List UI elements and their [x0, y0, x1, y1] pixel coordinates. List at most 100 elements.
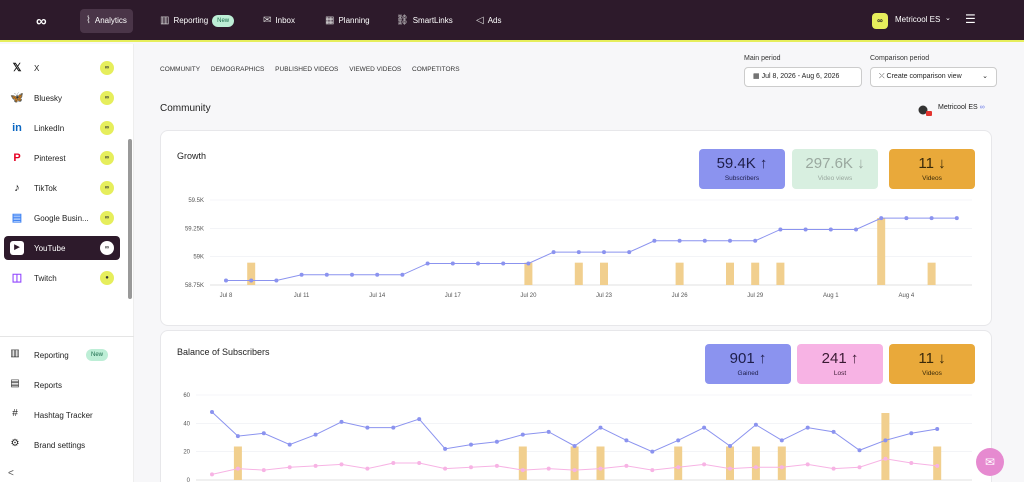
- balance-metric-lost[interactable]: 241 ↑ Lost: [797, 344, 883, 384]
- sidebar-link-label: Reports: [34, 381, 63, 390]
- point-gained: [779, 438, 784, 443]
- point-gained: [391, 425, 396, 430]
- sidebar-item-label: YouTube: [34, 244, 66, 253]
- nav-smartlinks[interactable]: ⛓ SmartLinks: [390, 9, 459, 33]
- tab-demographics[interactable]: DEMOGRAPHICS: [210, 66, 265, 73]
- compare-icon: ⤫: [879, 73, 887, 80]
- megaphone-icon: ◁: [476, 15, 484, 26]
- profile-name[interactable]: Metricool ES ∞: [938, 104, 985, 111]
- point-subscribers: [501, 261, 506, 266]
- nav-planning[interactable]: ▦ Planning: [319, 9, 376, 33]
- sidebar-item-bluesky[interactable]: 🦋 Bluesky ∞: [4, 86, 120, 110]
- sidebar-item-x[interactable]: 𝕏 X ∞: [4, 56, 120, 80]
- point-gained: [287, 442, 292, 447]
- bar-videos: [596, 446, 605, 480]
- sidebar-item-youtube[interactable]: ▶ YouTube ∞: [4, 236, 120, 260]
- nav-analytics-label: Analytics: [94, 16, 127, 25]
- point-subscribers: [728, 238, 732, 243]
- tab-competitors[interactable]: COMPETITORS: [412, 66, 460, 73]
- sidebar-link-reports[interactable]: ▤ Reports: [8, 375, 128, 395]
- sidebar-item-google-busin[interactable]: ▤ Google Busin... ∞: [4, 206, 120, 230]
- connected-indicator-icon: ●: [100, 271, 114, 285]
- main-period-label: Main period: [744, 55, 781, 62]
- x-tick-label: Jul 11: [294, 293, 310, 299]
- collapse-sidebar-icon[interactable]: <: [8, 468, 14, 479]
- sidebar-item-label: Pinterest: [34, 154, 66, 163]
- youtube-profile-icon: [918, 105, 932, 116]
- main-period-picker[interactable]: ▦ Jul 8, 2026 - Aug 6, 2026: [744, 67, 862, 87]
- bar-videos: [574, 262, 583, 285]
- metricool-logo[interactable]: ∞: [36, 13, 47, 30]
- brand-selector[interactable]: Metricool ES: [895, 15, 941, 24]
- sidebar-item-label: TikTok: [34, 184, 57, 193]
- nav-analytics[interactable]: ⌇ Analytics: [80, 9, 133, 33]
- point-subscribers: [677, 238, 682, 243]
- x-tick-label: Jul 17: [445, 293, 462, 299]
- sidebar-item-pinterest[interactable]: P Pinterest ∞: [4, 146, 120, 170]
- bar-videos: [933, 446, 942, 480]
- sidebar-item-linkedin[interactable]: in LinkedIn ∞: [4, 116, 120, 140]
- tab-published-videos[interactable]: PUBLISHED VIDEOS: [275, 66, 339, 73]
- balance-metric-videos[interactable]: 11 ↓ Videos: [889, 344, 975, 384]
- growth-metric-video-views[interactable]: 297.6K ↓ Video views: [792, 149, 878, 189]
- y-tick-label: 60: [183, 393, 190, 399]
- sidebar-link-reporting[interactable]: ▥ Reporting New: [8, 345, 128, 365]
- nav-planning-label: Planning: [338, 16, 370, 25]
- comparison-period-select[interactable]: ⤫ Create comparison view ⌄: [870, 67, 997, 87]
- x-tick-label: Jul 29: [747, 293, 764, 299]
- point-gained: [857, 448, 862, 453]
- point-lost: [728, 466, 732, 471]
- point-lost: [520, 468, 525, 473]
- sidebar-link-label: Brand settings: [34, 441, 86, 450]
- y-tick-label: 59K: [193, 255, 204, 261]
- growth-metric-videos[interactable]: 11 ↓ Videos: [889, 149, 975, 189]
- top-bar: ∞ ⌇ Analytics ▥ Reporting New ✉ Inbox ▦ Plann…: [0, 0, 1024, 42]
- sidebar-link-brand-settings[interactable]: ⚙ Brand settings: [8, 435, 128, 455]
- point-gained: [753, 422, 758, 427]
- point-lost: [443, 466, 448, 471]
- menu-icon[interactable]: ☰: [965, 12, 976, 26]
- sidebar-item-twitch[interactable]: ◫ Twitch ●: [4, 266, 120, 290]
- chat-support-button[interactable]: ✉: [976, 448, 1004, 476]
- point-subscribers: [400, 272, 405, 277]
- point-gained: [935, 427, 940, 431]
- nav-ads[interactable]: ◁ Ads: [470, 9, 508, 33]
- point-subscribers: [450, 261, 455, 266]
- tab-viewed-videos[interactable]: VIEWED VIDEOS: [349, 66, 402, 73]
- point-gained: [598, 425, 603, 430]
- metric-label: Lost: [833, 370, 847, 377]
- y-tick-label: 0: [187, 478, 191, 482]
- point-lost: [935, 463, 940, 468]
- nav-inbox[interactable]: ✉ Inbox: [257, 9, 301, 33]
- bar-videos: [751, 262, 760, 285]
- sidebar-link-hashtag-tracker[interactable]: # Hashtag Tracker: [8, 405, 128, 425]
- tab-community[interactable]: COMMUNITY: [160, 66, 201, 73]
- nav-reporting[interactable]: ▥ Reporting New: [154, 9, 240, 33]
- point-lost: [572, 468, 577, 473]
- point-gained: [261, 431, 266, 436]
- bluesky-icon: 🦋: [10, 92, 24, 104]
- bar-videos: [877, 218, 886, 285]
- balance-metric-gained[interactable]: 901 ↑ Gained: [705, 344, 791, 384]
- sidebar-item-tiktok[interactable]: ♪ TikTok ∞: [4, 176, 120, 200]
- brand-logo[interactable]: ∞: [872, 13, 888, 29]
- chevron-down-icon[interactable]: ⌄: [945, 15, 951, 22]
- point-lost: [210, 472, 214, 477]
- balance-title: Balance of Subscribers: [177, 347, 270, 357]
- point-lost: [494, 463, 499, 468]
- point-subscribers: [702, 238, 707, 243]
- sidebar-scrollbar[interactable]: [128, 139, 132, 299]
- growth-metric-subscribers[interactable]: 59.4K ↑ Subscribers: [699, 149, 785, 189]
- point-gained: [702, 425, 707, 430]
- bar-videos: [675, 262, 684, 285]
- point-lost: [546, 466, 551, 471]
- point-subscribers: [828, 227, 833, 232]
- point-subscribers: [904, 216, 909, 221]
- x-tick-label: Jul 23: [596, 293, 613, 299]
- main-period-value: Jul 8, 2026 - Aug 6, 2026: [761, 73, 840, 80]
- metric-value: 901 ↑: [729, 350, 767, 367]
- sidebar-item-label: X: [34, 64, 40, 73]
- sidebar-link-label: Hashtag Tracker: [34, 411, 93, 420]
- growth-chart: 59.5K 59.25K 59K 58.75K Jul 8 Jul 11 Jul 14 Jul…: [185, 198, 972, 299]
- sidebar-item-label: Twitch: [34, 274, 57, 283]
